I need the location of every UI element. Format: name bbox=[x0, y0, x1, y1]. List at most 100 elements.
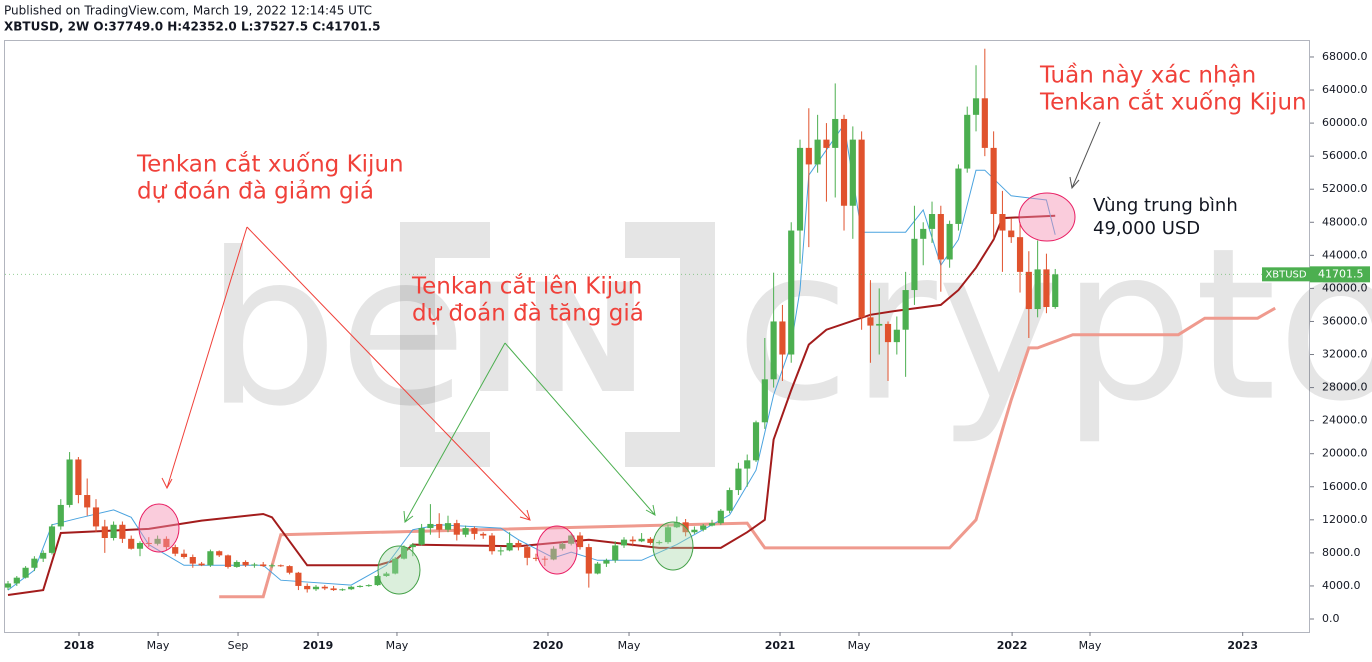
candle-body bbox=[444, 523, 452, 530]
candle-body bbox=[136, 542, 144, 549]
price-tag-box bbox=[1262, 267, 1310, 282]
candle-body bbox=[189, 557, 196, 564]
y-tick-label: 36000.0 bbox=[1322, 314, 1368, 327]
annotation: Vùng trung bình bbox=[1093, 195, 1238, 216]
candle-body bbox=[198, 563, 205, 566]
candle-body bbox=[532, 557, 540, 559]
candle-body bbox=[128, 538, 135, 549]
candle-body bbox=[752, 422, 760, 461]
indicator-line bbox=[7, 214, 1056, 596]
candle-body bbox=[110, 524, 117, 539]
candle-body bbox=[163, 538, 170, 548]
price-tag-value-box bbox=[1310, 266, 1370, 283]
candle-body bbox=[66, 459, 73, 505]
candle-body bbox=[568, 535, 575, 544]
x-tick-label: May bbox=[618, 639, 641, 652]
candle-body bbox=[691, 529, 698, 533]
candle-body bbox=[31, 558, 38, 568]
x-tick-label: 2020 bbox=[533, 639, 564, 652]
candle-body bbox=[559, 543, 566, 549]
x-tick-label: 2022 bbox=[997, 639, 1028, 652]
indicator-line bbox=[219, 306, 1276, 599]
candle-body bbox=[981, 98, 988, 148]
candle-body bbox=[1043, 269, 1050, 308]
y-tick-label: 24000.0 bbox=[1322, 414, 1368, 427]
symbol-line: XBTUSD, 2W O:37749.0 H:42352.0 L:37527.5… bbox=[4, 20, 380, 34]
candle-body bbox=[180, 553, 188, 558]
candle-body bbox=[119, 524, 126, 539]
candle-body bbox=[1008, 230, 1015, 238]
candle-body bbox=[603, 560, 610, 564]
candle-body bbox=[673, 522, 680, 528]
candle-body bbox=[832, 118, 839, 148]
candle-body bbox=[805, 147, 812, 165]
candle-body bbox=[700, 525, 707, 530]
candle-body bbox=[233, 561, 240, 567]
annotation-shapes bbox=[138, 121, 1101, 595]
candle-body bbox=[788, 230, 795, 355]
candle-body bbox=[770, 321, 777, 380]
candle-body bbox=[488, 535, 496, 552]
candle-body bbox=[972, 98, 980, 115]
candle-body bbox=[779, 321, 786, 355]
price-tag-name: XBTUSD bbox=[1265, 269, 1306, 280]
candle-body bbox=[594, 563, 601, 574]
candle-body bbox=[453, 523, 460, 535]
y-tick-label: 68000.0 bbox=[1322, 50, 1368, 63]
candle-body bbox=[717, 510, 724, 524]
candle-body bbox=[849, 139, 856, 206]
candle-body bbox=[260, 564, 267, 567]
candle-body bbox=[497, 550, 504, 552]
candle-body bbox=[22, 567, 29, 578]
y-tick-label: 4000.0 bbox=[1322, 579, 1361, 592]
x-tick-label: May bbox=[386, 639, 409, 652]
candle-body bbox=[295, 572, 302, 586]
y-tick-label: 44000.0 bbox=[1322, 248, 1368, 261]
candle-body bbox=[884, 323, 892, 343]
candle-body bbox=[216, 551, 223, 556]
candle-body bbox=[735, 468, 742, 491]
candle-body bbox=[471, 528, 478, 534]
candle-body bbox=[13, 577, 20, 584]
green-arrows bbox=[403, 342, 656, 523]
candle-body bbox=[638, 538, 645, 542]
candle-body bbox=[1016, 237, 1024, 272]
candle-body bbox=[744, 460, 751, 469]
candle-body bbox=[154, 538, 161, 544]
candle-body bbox=[840, 118, 848, 206]
candle-body bbox=[955, 168, 962, 224]
highlight-circle bbox=[138, 503, 180, 553]
candle-body bbox=[524, 547, 531, 558]
watermark-left: be bbox=[205, 208, 468, 453]
candle-body bbox=[761, 379, 768, 423]
x-tick-label: 2021 bbox=[765, 639, 796, 652]
y-tick-label: 32000.0 bbox=[1322, 348, 1368, 361]
candle-body bbox=[999, 214, 1006, 231]
candle-body bbox=[75, 459, 82, 496]
candle-body bbox=[576, 535, 584, 548]
candle-body bbox=[902, 290, 909, 330]
plot-frame bbox=[4, 40, 1310, 633]
candle-body bbox=[726, 490, 733, 511]
annotation: Tenkan cắt xuống Kijun bbox=[1039, 89, 1307, 116]
candle-body bbox=[585, 547, 592, 574]
candle-body bbox=[796, 147, 804, 231]
highlight-circle bbox=[377, 545, 421, 595]
x-tick-label: May bbox=[848, 639, 871, 652]
candle-body bbox=[427, 523, 434, 529]
y-tick-label: 16000.0 bbox=[1322, 480, 1368, 493]
candle-body bbox=[946, 223, 953, 260]
x-tick-label: Sep bbox=[228, 639, 249, 652]
candle-body bbox=[1034, 269, 1041, 310]
y-tick-label: 48000.0 bbox=[1322, 215, 1368, 228]
watermark-mid: IN bbox=[466, 253, 647, 427]
candle-body bbox=[339, 589, 346, 591]
published-line: Published on TradingView.com, March 19, … bbox=[4, 4, 372, 18]
candle-body bbox=[268, 565, 276, 567]
watermark: be IN crypto bbox=[205, 203, 1372, 467]
annotation: Tenkan cắt lên Kijun bbox=[411, 273, 642, 300]
candle-body bbox=[515, 542, 522, 548]
candle-body bbox=[620, 539, 628, 546]
y-tick-label: 8000.0 bbox=[1322, 546, 1361, 559]
candle-body bbox=[365, 585, 372, 587]
